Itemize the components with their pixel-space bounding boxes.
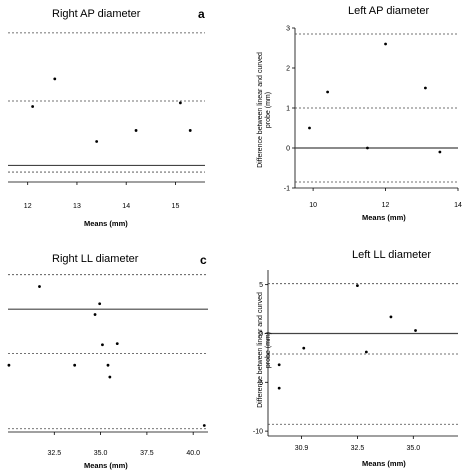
y-axis-label-line: probe (mm) bbox=[265, 332, 272, 368]
y-axis-label: Difference between linear and curvedprob… bbox=[257, 52, 272, 168]
chart-title: Left AP diameter bbox=[348, 5, 429, 17]
data-point bbox=[277, 386, 281, 390]
data-point bbox=[384, 42, 387, 46]
y-tick-label: 0 bbox=[286, 146, 290, 153]
data-point bbox=[188, 129, 192, 132]
x-axis-label: Means (mm) bbox=[362, 213, 406, 222]
y-tick-label: 0 bbox=[259, 331, 263, 338]
data-point bbox=[438, 150, 442, 154]
panel-3: Right LL diameter c 32.5 35.0 37.5 40.0 Means … bbox=[7, 253, 208, 470]
data-point bbox=[31, 105, 35, 108]
panel-4: Left LL diameter 30.9 32.5 35.0 5 0 -5 -10 Means… bbox=[253, 249, 458, 468]
chart-title: Left LL diameter bbox=[352, 249, 431, 261]
x-axis-label: Means (mm) bbox=[84, 219, 128, 228]
data-point bbox=[302, 346, 306, 350]
data-point bbox=[356, 284, 359, 288]
x-tick-label: 35.0 bbox=[406, 445, 420, 452]
data-point bbox=[106, 363, 110, 367]
x-tick-label: 30.9 bbox=[295, 445, 309, 452]
y-tick-label: -1 bbox=[284, 186, 290, 193]
chart-title: Right LL diameter bbox=[52, 253, 139, 265]
x-tick-label: 14 bbox=[454, 202, 462, 209]
x-tick-label: 10 bbox=[309, 202, 317, 209]
x-tick-label: 12 bbox=[382, 202, 390, 209]
data-point bbox=[53, 77, 57, 81]
x-tick-label: 32.5 bbox=[47, 450, 61, 457]
y-tick-label: 2 bbox=[286, 66, 290, 73]
data-point bbox=[95, 140, 99, 143]
x-tick-label: 13 bbox=[73, 203, 81, 210]
panel-letter: c bbox=[200, 253, 207, 267]
data-point bbox=[364, 350, 368, 354]
y-tick-label: 3 bbox=[286, 26, 290, 33]
y-axis-label: Difference between linear and curvedprob… bbox=[257, 292, 272, 408]
data-point bbox=[7, 363, 11, 367]
chart-title: Right AP diameter bbox=[52, 8, 141, 20]
data-point bbox=[115, 342, 119, 346]
data-point bbox=[178, 101, 182, 105]
data-point bbox=[73, 363, 77, 367]
x-tick-label: 15 bbox=[172, 203, 180, 210]
panel-1: Right AP diameter a 12 13 14 15 Means (mm) bbox=[8, 7, 205, 228]
data-point bbox=[93, 313, 97, 316]
data-point bbox=[326, 90, 329, 94]
y-axis-label-line: Difference between linear and curved bbox=[257, 52, 264, 168]
x-tick-label: 37.5 bbox=[140, 450, 154, 457]
data-point bbox=[366, 146, 369, 150]
data-point bbox=[202, 424, 206, 427]
x-tick-label: 12 bbox=[24, 203, 32, 210]
data-point bbox=[389, 315, 393, 319]
y-tick-label: -10 bbox=[253, 429, 263, 436]
x-tick-label: 35.0 bbox=[94, 450, 108, 457]
data-point bbox=[414, 329, 417, 332]
x-tick-label: 40.0 bbox=[186, 450, 200, 457]
data-point bbox=[38, 285, 41, 288]
data-point bbox=[134, 129, 138, 132]
y-axis-label-line: Difference between linear and curved bbox=[257, 292, 264, 408]
data-point bbox=[277, 363, 281, 367]
data-point bbox=[101, 343, 104, 347]
data-point bbox=[98, 302, 102, 306]
panel-letter: a bbox=[198, 7, 205, 21]
x-axis-label: Means (mm) bbox=[84, 461, 128, 470]
y-axis-label-line: probe (mm) bbox=[265, 92, 272, 128]
data-point bbox=[308, 126, 311, 130]
x-tick-label: 32.5 bbox=[351, 445, 365, 452]
x-tick-label: 14 bbox=[122, 203, 130, 210]
x-axis-label: Means (mm) bbox=[362, 459, 406, 468]
y-tick-label: 5 bbox=[259, 282, 263, 289]
data-point bbox=[424, 86, 427, 90]
y-tick-label: -5 bbox=[257, 380, 263, 387]
y-tick-label: 1 bbox=[286, 106, 290, 113]
data-point bbox=[108, 375, 112, 379]
